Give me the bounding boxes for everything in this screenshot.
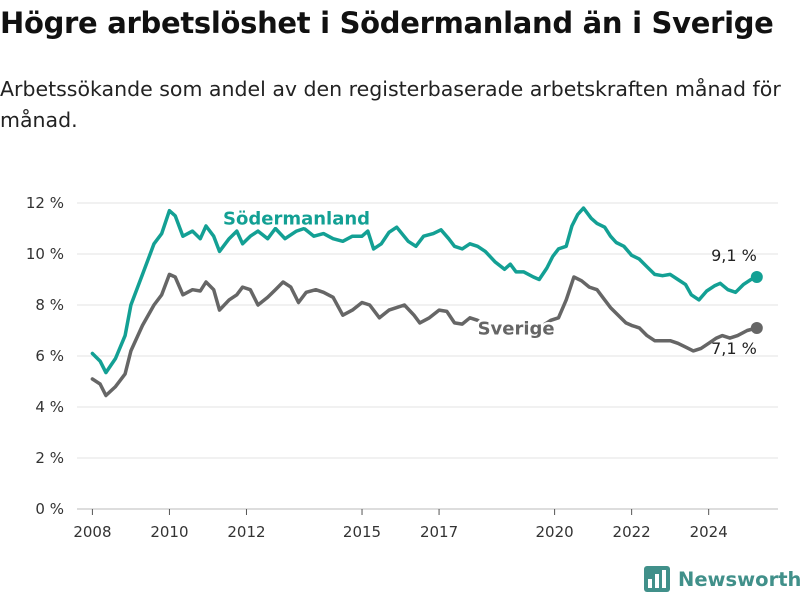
- x-tick-label: 2020: [536, 523, 574, 541]
- series-lines: [90, 206, 759, 398]
- y-tick-label: 4 %: [35, 398, 64, 416]
- brand-logo: Newsworthy: [644, 566, 800, 592]
- x-tick-label: 2017: [420, 523, 458, 541]
- x-tick-label: 2010: [150, 523, 188, 541]
- y-tick-label: 10 %: [26, 245, 64, 263]
- series-label-s-dermanland: Södermanland: [223, 209, 370, 230]
- chart-subtitle: Arbetssökande som andel av den registerb…: [0, 77, 781, 132]
- x-tick-label: 2022: [613, 523, 651, 541]
- x-tick-label: 2008: [73, 523, 111, 541]
- y-tick-label: 12 %: [26, 194, 64, 212]
- x-tick-label: 2012: [227, 523, 265, 541]
- series-line-s-dermanland: [90, 206, 759, 375]
- x-tick-label: 2024: [690, 523, 728, 541]
- brand-name: Newsworthy: [678, 567, 800, 591]
- gridlines: [77, 202, 778, 510]
- axes: 0 % 2 % 4 % 6 % 8 % 10 % 12 % 2008 2010 2012 2015 2…: [26, 194, 728, 541]
- y-tick-label: 8 %: [35, 296, 64, 314]
- end-point-sverige: [750, 321, 763, 334]
- end-label-s-dermanland: 9,1 %: [711, 246, 757, 265]
- y-tick-label: 6 %: [35, 347, 64, 365]
- y-tick-label: 2 %: [35, 449, 64, 467]
- y-tick-label: 0 %: [35, 500, 64, 518]
- chart-title: Högre arbetslöshet i Södermanland än i S…: [0, 6, 774, 40]
- series-line-sverige: [90, 272, 759, 398]
- end-point-s-dermanland: [750, 270, 763, 283]
- series-label-sverige: Sverige: [478, 318, 555, 339]
- end-label-sverige: 7,1 %: [711, 339, 757, 358]
- bar-chart-logo-icon: [644, 566, 670, 592]
- x-tick-label: 2015: [343, 523, 381, 541]
- series-markers: 9,1 % Södermanland 7,1 % Sverige: [221, 206, 763, 358]
